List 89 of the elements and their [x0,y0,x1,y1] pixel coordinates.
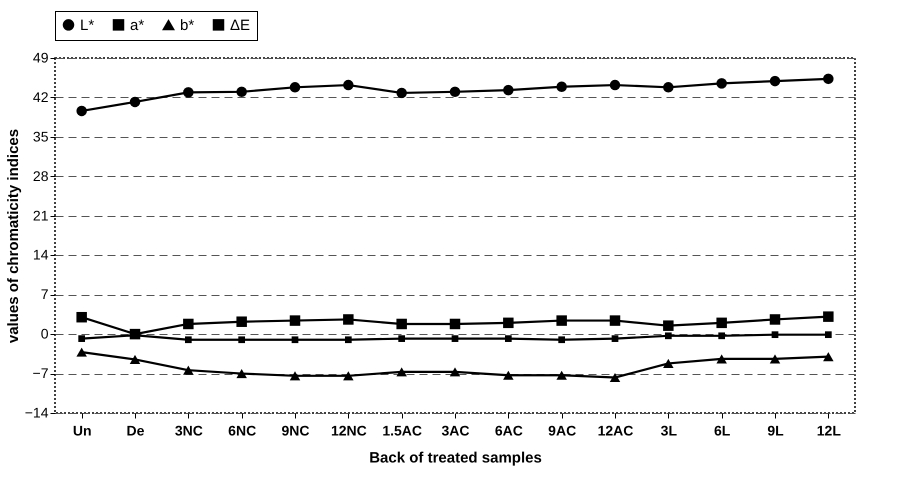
point [76,312,87,322]
y-tick-label: 0 [40,326,49,342]
point [396,318,407,330]
point [503,318,514,328]
point [610,372,620,382]
point [238,336,246,344]
x-tick-label: 12NC [330,422,367,438]
point [663,82,674,93]
point [450,86,460,98]
point [130,96,140,108]
point [716,78,727,89]
point [78,335,86,342]
y-tick-label: 28 [32,168,49,184]
point [452,335,458,342]
x-tick-label: De [126,422,145,438]
legend-label: b* [180,17,194,34]
point [556,370,567,380]
y-tick-label: 14 [32,246,49,263]
y-tick-label: 35 [32,128,49,144]
x-tick-label: 12L [816,422,842,438]
point [290,371,300,380]
point [558,336,566,344]
point [76,106,87,116]
point [183,87,194,98]
point [236,369,247,378]
point [823,352,834,362]
point [396,88,407,98]
point [396,367,407,376]
point [184,336,192,344]
point [556,315,567,326]
point [664,332,672,340]
x-tick-label: 6L [714,422,731,438]
point [290,315,300,326]
point [236,86,247,98]
point [292,336,298,344]
x-tick-label: 9AC [548,422,576,438]
x-tick-label: 1.5AC [382,422,422,438]
x-axis-title: Back of treated samples [369,450,542,466]
point [610,315,620,326]
point [663,358,674,368]
x-tick-label: 9NC [281,422,310,438]
y-tick-label: −14 [24,404,49,420]
point [290,82,300,93]
x-tick-label: 3L [660,422,678,438]
point [504,335,512,342]
point [772,331,778,338]
point [823,311,834,322]
point [450,367,460,376]
point [344,336,352,344]
y-tick-label: 42 [32,88,49,105]
point [398,335,406,342]
x-tick-label: 3NC [174,422,203,438]
point [556,82,567,92]
point [770,354,780,364]
point [503,84,514,96]
point [343,80,354,90]
x-tick-label: 12AC [598,422,634,438]
point [450,318,460,330]
point [716,354,727,364]
point [823,74,834,84]
point [76,348,87,357]
x-tick-label: 6NC [228,422,256,438]
y-axis-title: values of chromaticity indices [4,128,22,344]
x-tick-label: 9L [767,422,784,438]
point [770,314,780,325]
point [770,76,780,86]
point [718,332,726,340]
point [343,314,354,325]
point [503,370,514,380]
x-tick-label: Un [72,422,92,438]
x-tick-label: 6AC [494,422,523,438]
y-tick-label: −7 [32,365,49,382]
point [610,80,620,90]
point [183,318,194,330]
y-tick-label: 49 [32,50,49,66]
point [183,366,194,375]
point [130,354,140,364]
legend-label: a* [130,16,144,34]
point [343,371,354,380]
point [716,318,727,328]
x-tick-label: 3AC [441,422,470,438]
point [236,316,247,327]
y-tick-label: 21 [32,207,49,224]
point [663,320,674,331]
point [612,335,618,342]
y-tick-label: 7 [40,286,49,302]
legend-label: ΔE [230,16,250,34]
legend-label: L* [80,16,94,34]
point [824,331,832,338]
